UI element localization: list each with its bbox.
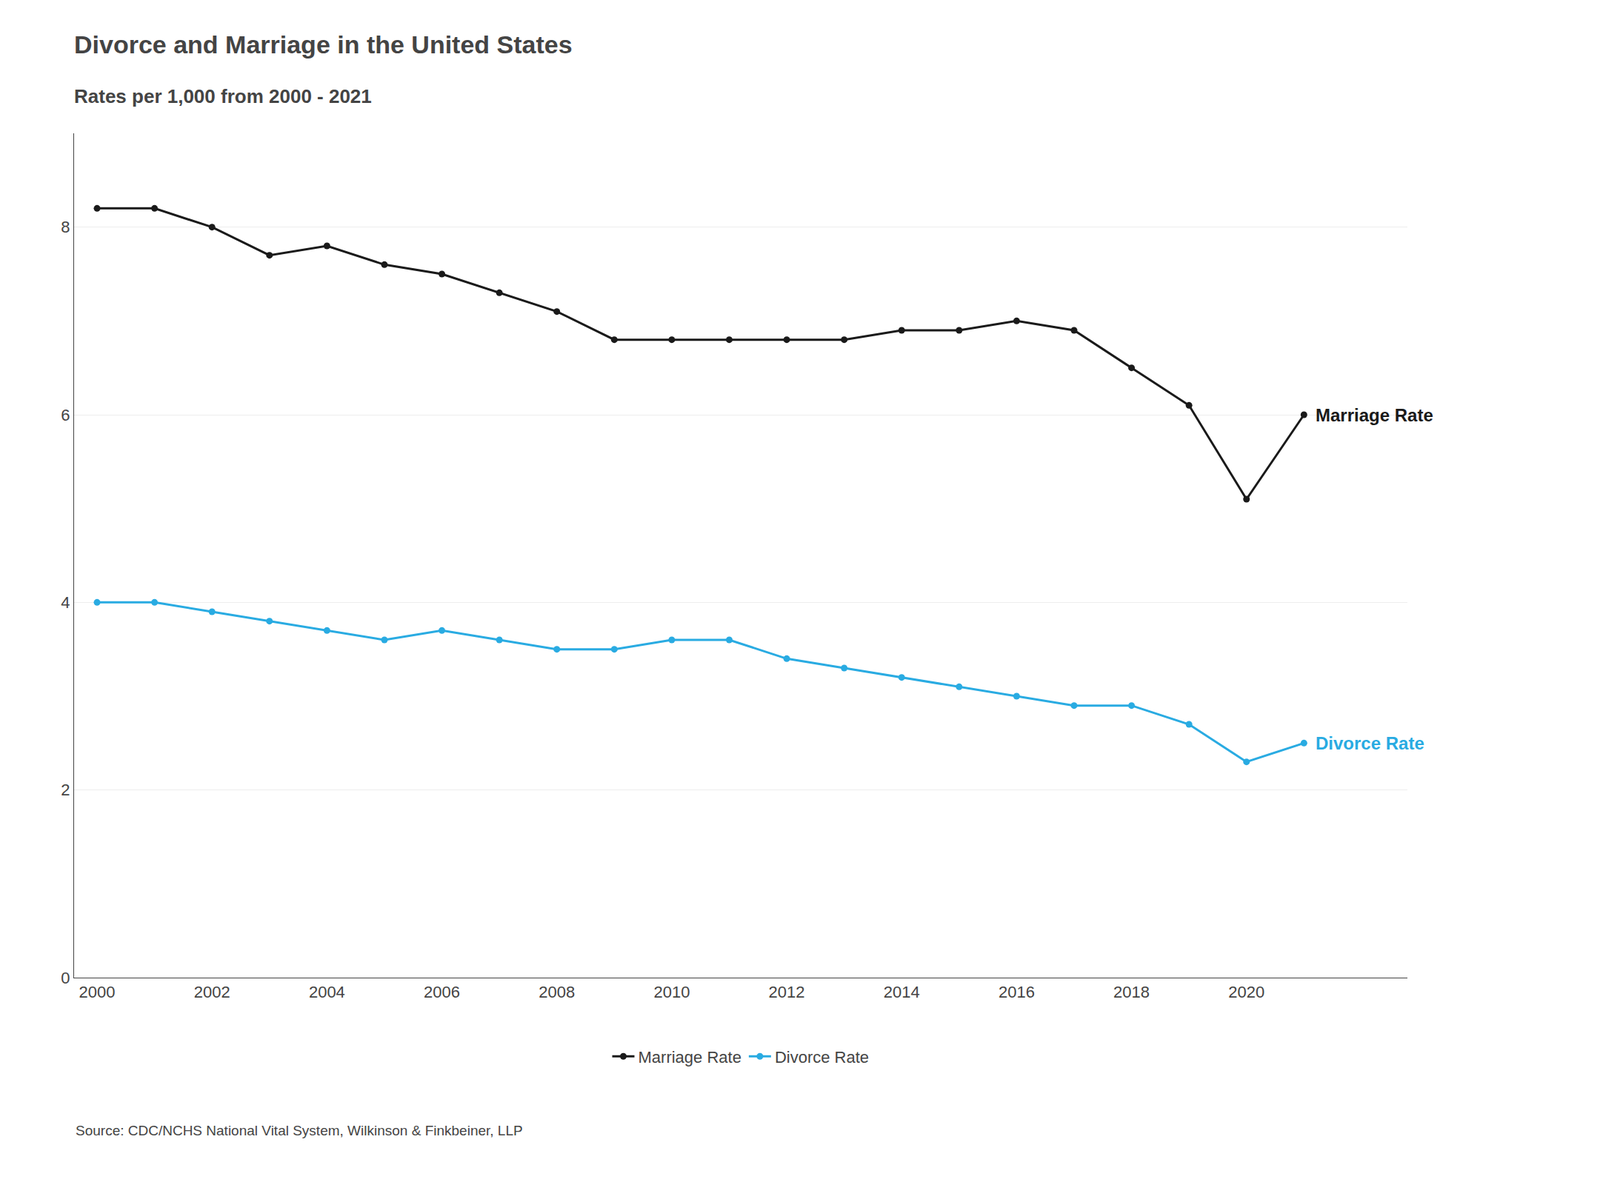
svg-text:2004: 2004 (308, 982, 346, 1002)
svg-text:6: 6 (60, 405, 70, 425)
svg-text:Source: CDC/NCHS National Vita: Source: CDC/NCHS National Vital System, … (75, 1122, 523, 1139)
svg-text:2016: 2016 (998, 982, 1035, 1002)
svg-text:Marriage Rate: Marriage Rate (1315, 405, 1434, 426)
svg-text:Divorce Rate: Divorce Rate (774, 1048, 869, 1067)
svg-text:Divorce and Marriage in the Un: Divorce and Marriage in the United State… (74, 30, 573, 59)
svg-text:Marriage Rate: Marriage Rate (638, 1048, 742, 1067)
svg-text:2006: 2006 (423, 982, 460, 1002)
svg-text:2000: 2000 (79, 982, 116, 1002)
svg-text:4: 4 (60, 593, 70, 612)
svg-text:Rates per 1,000 from 2000 - 20: Rates per 1,000 from 2000 - 2021 (74, 85, 372, 108)
svg-text:2008: 2008 (538, 982, 575, 1002)
svg-text:2010: 2010 (653, 982, 690, 1002)
svg-text:2002: 2002 (194, 982, 231, 1002)
svg-text:2018: 2018 (1113, 982, 1150, 1002)
svg-text:2014: 2014 (883, 982, 920, 1002)
svg-text:Divorce Rate: Divorce Rate (1315, 733, 1425, 754)
svg-text:2020: 2020 (1228, 982, 1265, 1002)
svg-text:0: 0 (60, 968, 70, 988)
svg-text:2012: 2012 (768, 982, 806, 1002)
svg-text:8: 8 (60, 217, 70, 237)
svg-text:2: 2 (60, 780, 70, 800)
